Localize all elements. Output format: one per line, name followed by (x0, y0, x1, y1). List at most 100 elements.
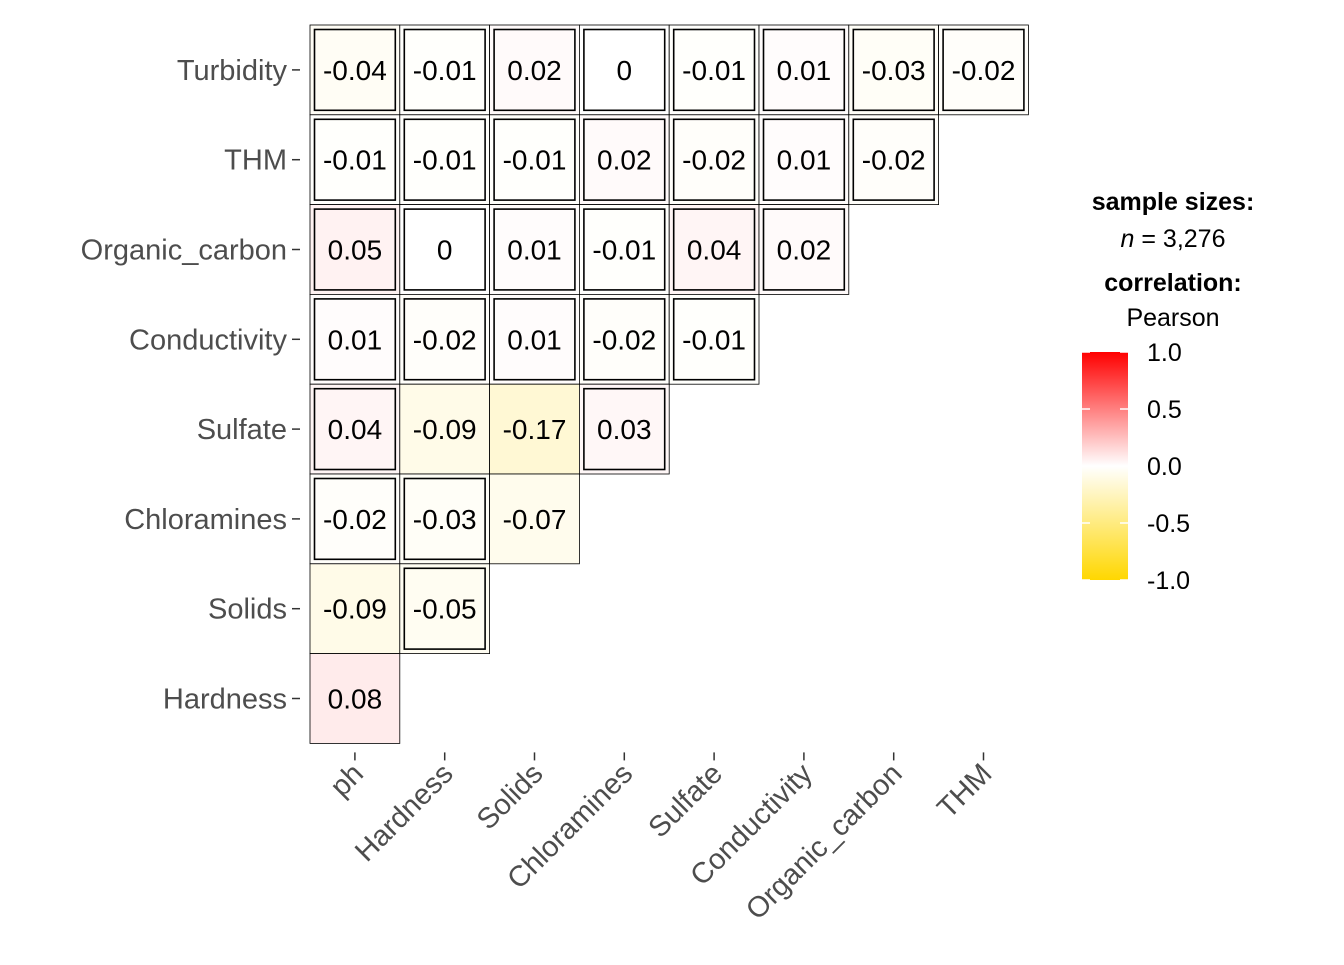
heatmap-cell: -0.02 (668, 114, 760, 206)
legend-tick-label: -1.0 (1147, 567, 1190, 595)
cell-fill (579, 293, 670, 385)
heatmap-cell: -0.02 (848, 114, 939, 206)
cell-fill (309, 24, 401, 116)
cell-label: -0.17 (503, 414, 567, 445)
y-tick-label: Chloramines (124, 504, 287, 536)
cell-fill (579, 204, 670, 295)
x-tick-label: Solids (471, 758, 549, 836)
cell-fill (489, 204, 580, 295)
heatmap-cell: -0.01 (668, 293, 760, 385)
cell-label: -0.03 (862, 55, 926, 86)
heatmap-cell: -0.01 (579, 204, 670, 295)
cell-label: -0.01 (413, 55, 477, 86)
heatmap-cell: -0.01 (399, 24, 490, 116)
insignificant-marker (762, 208, 846, 291)
cell-label: 0.03 (597, 414, 652, 445)
heatmap-cell: 0.08 (309, 653, 401, 744)
y-tick-label: THM (224, 145, 287, 177)
insignificant-marker (493, 298, 576, 381)
heatmap-cell: 0.04 (309, 383, 401, 475)
heatmap-cell: 0.02 (489, 24, 580, 116)
cell-fill (309, 653, 401, 744)
cell-label: -0.02 (682, 145, 746, 176)
cell-label: 0.02 (507, 55, 562, 86)
heatmap-cell: 0.01 (489, 293, 580, 385)
cell-label: 0.04 (328, 414, 383, 445)
heatmap-cell: -0.02 (309, 473, 401, 565)
heatmap-cell: -0.02 (399, 293, 490, 385)
heatmap-cell: -0.17 (489, 383, 580, 475)
cell-label: 0 (617, 55, 633, 86)
heatmap-cell: -0.01 (489, 114, 580, 206)
cell-label: -0.01 (413, 145, 477, 176)
y-tick-label: Solids (208, 594, 287, 626)
heatmap-cell: -0.07 (489, 473, 580, 565)
cell-label: -0.07 (503, 504, 567, 535)
cell-fill (668, 114, 760, 206)
y-tick-label: Organic_carbon (81, 235, 287, 267)
cell-label: 0.08 (328, 684, 383, 715)
y-tick-label: Sulfate (197, 414, 287, 446)
insignificant-marker (313, 28, 397, 112)
cell-fill (309, 383, 401, 475)
insignificant-marker (942, 28, 1025, 112)
cell-fill (399, 293, 490, 385)
heatmap-cell: -0.03 (848, 24, 939, 116)
cell-fill (489, 473, 580, 565)
cell-fill (309, 114, 401, 206)
x-tick-label: Hardness (349, 758, 459, 868)
cell-label: -0.01 (592, 235, 656, 266)
insignificant-marker (762, 28, 846, 112)
heatmap-cell: -0.02 (938, 24, 1029, 116)
cell-fill (758, 24, 850, 116)
insignificant-marker (493, 118, 576, 201)
insignificant-marker (313, 387, 397, 471)
insignificant-marker (313, 118, 397, 201)
legend-correlation-title: correlation: (1104, 269, 1242, 297)
legend-sample-title: sample sizes: (1092, 188, 1255, 216)
legend-n-symbol: n (1121, 225, 1135, 253)
y-axis: Turbidity THM Organic_carbon Conductivity Su… (81, 55, 300, 716)
heatmap-cell: 0.05 (309, 204, 401, 295)
cell-fill (758, 204, 850, 295)
heatmap-cell: 0 (579, 24, 670, 116)
cell-label: -0.02 (323, 504, 387, 535)
heatmap-cell: 0.01 (309, 293, 401, 385)
insignificant-marker (762, 118, 846, 201)
insignificant-marker (852, 28, 935, 112)
insignificant-marker (583, 208, 666, 291)
insignificant-marker (583, 28, 666, 112)
insignificant-marker (403, 298, 486, 381)
cell-fill (399, 563, 490, 654)
cell-fill (668, 204, 760, 295)
cell-label: 0.01 (507, 235, 562, 266)
cell-fill (489, 24, 580, 116)
cell-fill (399, 114, 490, 206)
cell-fill (399, 473, 490, 565)
heatmap-cell: 0.02 (758, 204, 850, 295)
insignificant-marker (493, 208, 576, 291)
legend-tick-label: 0.0 (1147, 453, 1182, 481)
cell-fill (579, 24, 670, 116)
cell-fill (758, 114, 850, 206)
cell-label: 0 (437, 235, 453, 266)
cell-label: 0.02 (597, 145, 652, 176)
heatmap-cell: -0.09 (309, 563, 401, 654)
heatmap-cell: 0.01 (758, 114, 850, 206)
legend-sample-size: n = 3,276 (1121, 225, 1226, 253)
cell-label: 0.01 (777, 145, 832, 176)
cell-label: -0.01 (503, 145, 567, 176)
x-tick-label: THM (931, 758, 998, 825)
cell-label: -0.02 (862, 145, 926, 176)
heatmap-cell: -0.02 (579, 293, 670, 385)
legend-correlation-method: Pearson (1126, 304, 1219, 332)
y-tick-label: Turbidity (177, 55, 288, 87)
cell-label: -0.03 (413, 504, 477, 535)
cell-fill (399, 383, 490, 475)
cell-label: -0.09 (413, 414, 477, 445)
cell-label: -0.05 (413, 594, 477, 625)
insignificant-marker (672, 118, 756, 201)
insignificant-marker (583, 118, 666, 201)
heatmap-cell: 0.02 (579, 114, 670, 206)
